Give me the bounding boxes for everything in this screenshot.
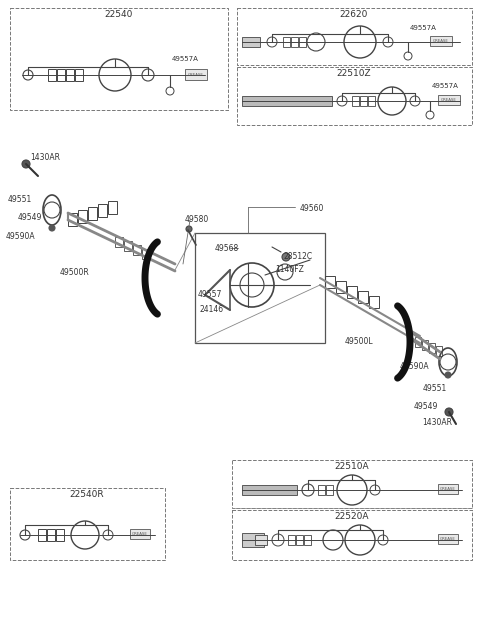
Bar [232,510,472,560]
Bar [369,296,379,308]
Text: 49551: 49551 [423,384,447,393]
Bar [130,529,150,539]
Circle shape [445,372,451,378]
Bar [318,485,325,495]
Bar [232,460,472,508]
Text: 22620: 22620 [340,10,368,19]
Bar [242,533,264,547]
Circle shape [186,226,192,232]
Bar [288,535,295,545]
Bar [242,96,332,106]
Text: 1430AR: 1430AR [422,418,452,427]
Text: 1140FZ: 1140FZ [275,265,304,274]
Text: 49557: 49557 [198,290,222,299]
Text: 22510Z: 22510Z [336,69,372,78]
Text: GREASE: GREASE [132,532,148,536]
Text: 49560: 49560 [300,204,324,213]
Bar [88,207,97,220]
Text: 1430AR: 1430AR [30,153,60,162]
Text: 49557A: 49557A [410,25,437,31]
Bar [304,535,311,545]
Bar [47,529,55,541]
Circle shape [282,253,290,261]
Circle shape [22,160,30,168]
Text: 24146: 24146 [200,305,224,314]
Bar [38,529,46,541]
Bar [430,36,452,46]
Text: 22510A: 22510A [335,462,369,471]
Bar [415,337,421,347]
Bar [242,37,260,47]
Text: GREASE: GREASE [188,72,204,77]
Text: 49500L: 49500L [345,337,373,346]
Bar [108,201,117,214]
Bar [185,69,207,80]
Bar [66,69,74,81]
Bar [56,529,64,541]
Bar [438,484,458,494]
Text: 49580: 49580 [185,215,209,224]
Bar [68,213,77,226]
Text: 22540: 22540 [105,10,133,19]
Bar [326,485,333,495]
Text: 22540R: 22540R [70,490,104,499]
Bar [242,485,297,495]
Text: 49500R: 49500R [60,268,90,277]
Text: 28512C: 28512C [283,252,312,261]
Text: GREASE: GREASE [440,487,456,491]
Bar [325,276,335,288]
Text: 49551: 49551 [8,195,32,204]
Bar [195,233,325,343]
Text: GREASE: GREASE [441,98,457,102]
Text: 49590A: 49590A [6,232,36,241]
Bar [429,343,435,353]
Bar [422,340,428,350]
Text: GREASE: GREASE [440,537,456,541]
Text: 49568: 49568 [215,244,239,253]
Bar [436,346,442,356]
Bar [438,95,460,105]
Bar [78,210,87,223]
Bar [75,69,83,81]
Bar [237,67,472,125]
Text: 22520A: 22520A [335,512,369,521]
Bar [255,535,267,545]
Bar [358,291,368,303]
Bar [98,204,107,217]
Bar [360,96,367,106]
Text: 49549: 49549 [414,402,438,411]
Bar [48,69,56,81]
Bar [368,96,375,106]
Text: GREASE: GREASE [433,39,449,43]
Text: 49557A: 49557A [432,83,459,89]
Bar [291,37,298,47]
Bar [296,535,303,545]
Text: 49549: 49549 [18,213,42,222]
Bar [115,237,123,247]
Bar [336,281,346,293]
Bar [283,37,290,47]
Bar [237,8,472,65]
Circle shape [445,408,453,416]
Circle shape [49,225,55,231]
Bar [133,245,141,255]
Bar [438,534,458,544]
Bar [57,69,65,81]
Bar [10,8,228,110]
Bar [142,249,150,259]
Bar [124,241,132,251]
Bar [299,37,306,47]
Bar [10,488,165,560]
Bar [352,96,359,106]
Bar [347,286,357,298]
Text: 49590A: 49590A [400,362,430,371]
Text: 49557A: 49557A [172,56,199,62]
